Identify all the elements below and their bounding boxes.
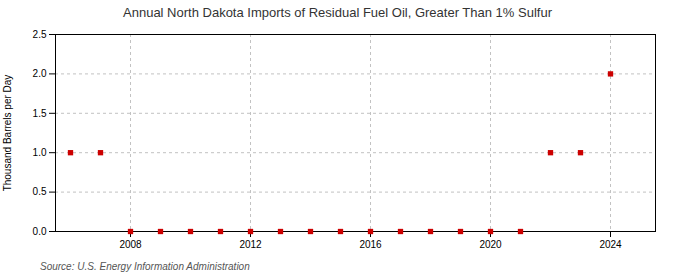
svg-text:2016: 2016 [359, 239, 382, 250]
html-text:Source: U.S. Energy Informatio: Source: U.S. Energy Information Administ… [40, 261, 250, 272]
svg-text:2024: 2024 [599, 239, 622, 250]
svg-text:Thousand Barrels per Day: Thousand Barrels per Day [2, 75, 13, 192]
svg-text:2012: 2012 [239, 239, 262, 250]
svg-text:0.5: 0.5 [33, 186, 47, 197]
svg-text:1.5: 1.5 [33, 108, 47, 119]
svg-text:2.0: 2.0 [33, 68, 47, 79]
html-text:Annual North Dakota Imports of: Annual North Dakota Imports of Residual … [123, 5, 552, 20]
svg-text:2020: 2020 [479, 239, 502, 250]
svg-text:1.0: 1.0 [33, 147, 47, 158]
svg-text:2008: 2008 [119, 239, 142, 250]
svg-text:0.0: 0.0 [33, 226, 47, 237]
svg-text:2.5: 2.5 [33, 29, 47, 40]
